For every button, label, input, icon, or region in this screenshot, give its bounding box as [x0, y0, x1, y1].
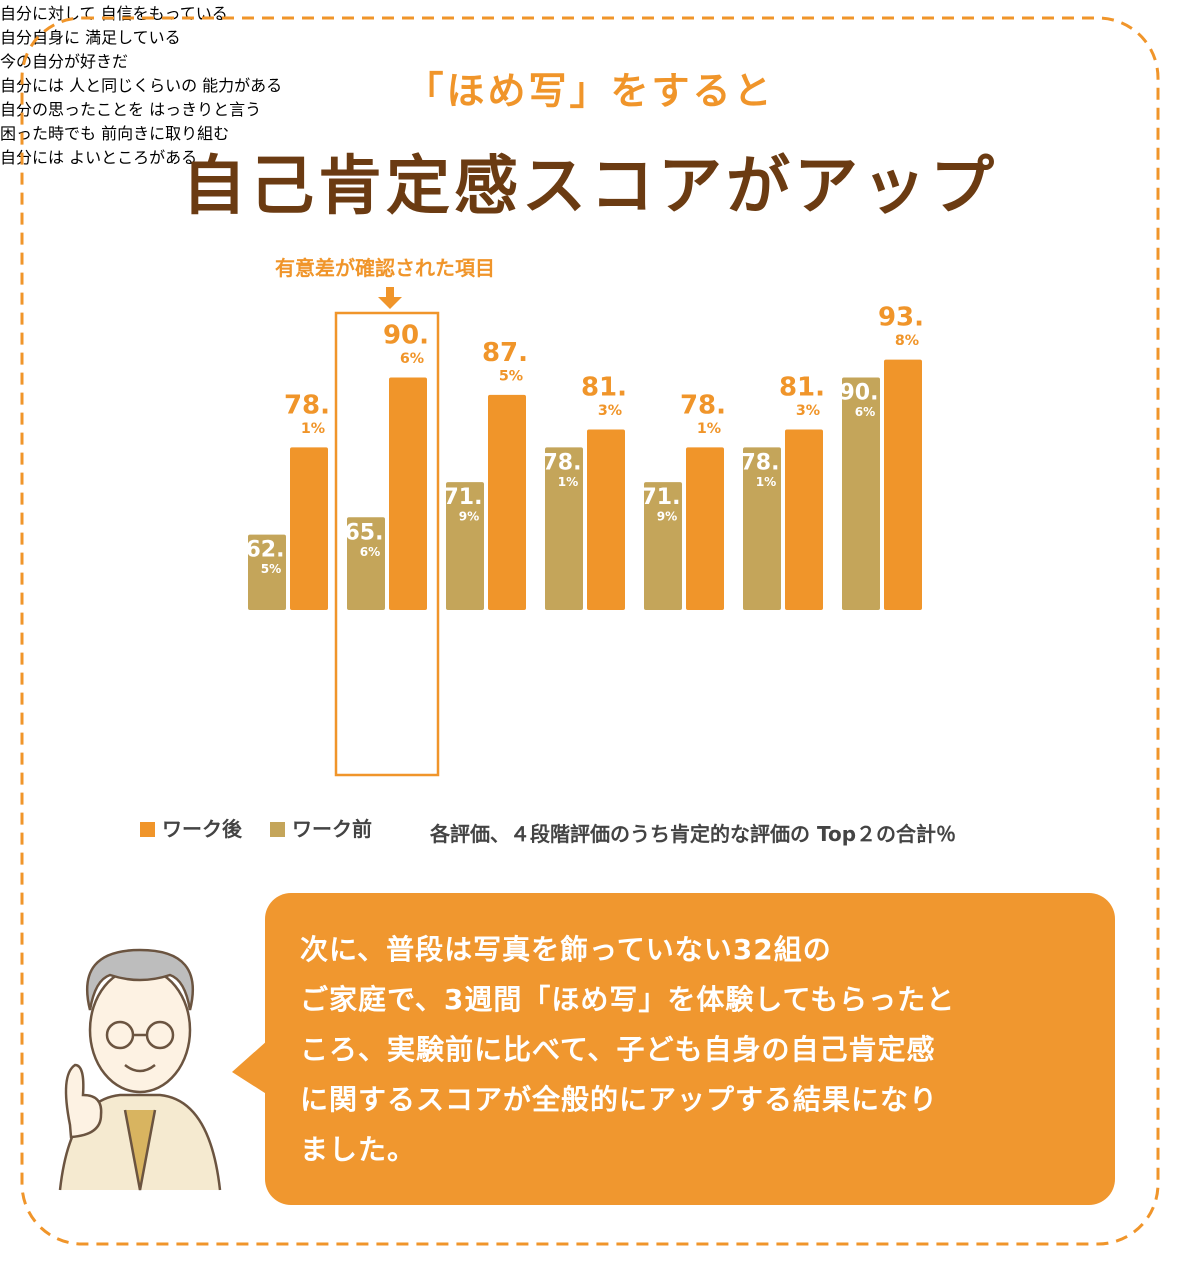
- bar: [842, 377, 880, 610]
- value-label: 71. 9%: [444, 485, 483, 523]
- bar: [347, 517, 385, 610]
- legend-swatch: [140, 822, 155, 837]
- frame: [20, 16, 1160, 1246]
- bubble-line: ころ、実験前に比べて、子ども自身の自己肯定感: [300, 1033, 936, 1066]
- value-label: 81. 3%: [581, 373, 627, 420]
- value-label: 87. 5%: [482, 338, 528, 385]
- category-label: 自分の思ったことを はっきりと言う: [0, 100, 262, 119]
- category-label: 自分には 人と同じくらいの 能力がある: [0, 76, 283, 95]
- bubble-text: 次に、普段は写真を飾っていない32組のご家庭で、3週間「ほめ写」を体験してもらっ…: [300, 925, 955, 1175]
- value-label: 78. 1%: [741, 450, 780, 489]
- value-label: 81. 3%: [779, 373, 825, 420]
- kicker: 「ほめ写」をすると: [405, 69, 775, 113]
- category-label: 困った時でも 前向きに取り組む: [0, 124, 230, 143]
- value-label: 65. 6%: [345, 520, 384, 559]
- bubble-tail: [232, 1040, 268, 1095]
- value-label: 90. 6%: [383, 321, 429, 368]
- value-label: 78. 1%: [543, 450, 582, 489]
- legend-swatch: [270, 822, 285, 837]
- legend-label: ワーク前: [292, 817, 372, 841]
- bar: [743, 447, 781, 610]
- annotation: 有意差が確認された項目: [275, 256, 495, 280]
- bar: [290, 447, 328, 610]
- character: [58, 948, 222, 1191]
- category-label: 自分には よいところがある: [0, 148, 198, 167]
- bubble: [265, 893, 1115, 1205]
- value-label: 78. 1%: [680, 390, 726, 437]
- bar: [785, 429, 823, 610]
- bar: [884, 359, 922, 610]
- bar: [389, 377, 427, 610]
- value-label: 90. 6%: [840, 381, 879, 420]
- bar: [248, 534, 286, 610]
- bar: [587, 429, 625, 610]
- highlight-box: [334, 311, 440, 777]
- value-label: 71. 9%: [642, 485, 681, 523]
- bar: [686, 447, 724, 610]
- note: 各評価、４段階評価のうち肯定的な評価の Top２の合計％: [430, 822, 957, 846]
- bubble-line: ご家庭で、3週間「ほめ写」を体験してもらったと: [300, 983, 956, 1016]
- bubble-line: に関するスコアが全般的にアップする結果になり: [300, 1083, 939, 1116]
- value-label: 93. 8%: [878, 303, 924, 350]
- value-label: 62. 5%: [246, 538, 285, 577]
- bar: [545, 447, 583, 610]
- category-label: 今の自分が好きだ: [0, 52, 129, 71]
- bar: [644, 482, 682, 610]
- category-label: 自分自身に 満足している: [0, 28, 181, 47]
- legend-label: ワーク後: [162, 817, 243, 841]
- bar: [488, 394, 526, 610]
- title: 自己肯定感スコアがアップ: [182, 150, 998, 224]
- bubble-line: 次に、普段は写真を飾っていない32組の: [300, 933, 832, 966]
- bubble-line: ました。: [300, 1133, 417, 1166]
- bar: [446, 482, 484, 610]
- arrow: [378, 287, 402, 309]
- value-label: 78. 1%: [284, 390, 330, 437]
